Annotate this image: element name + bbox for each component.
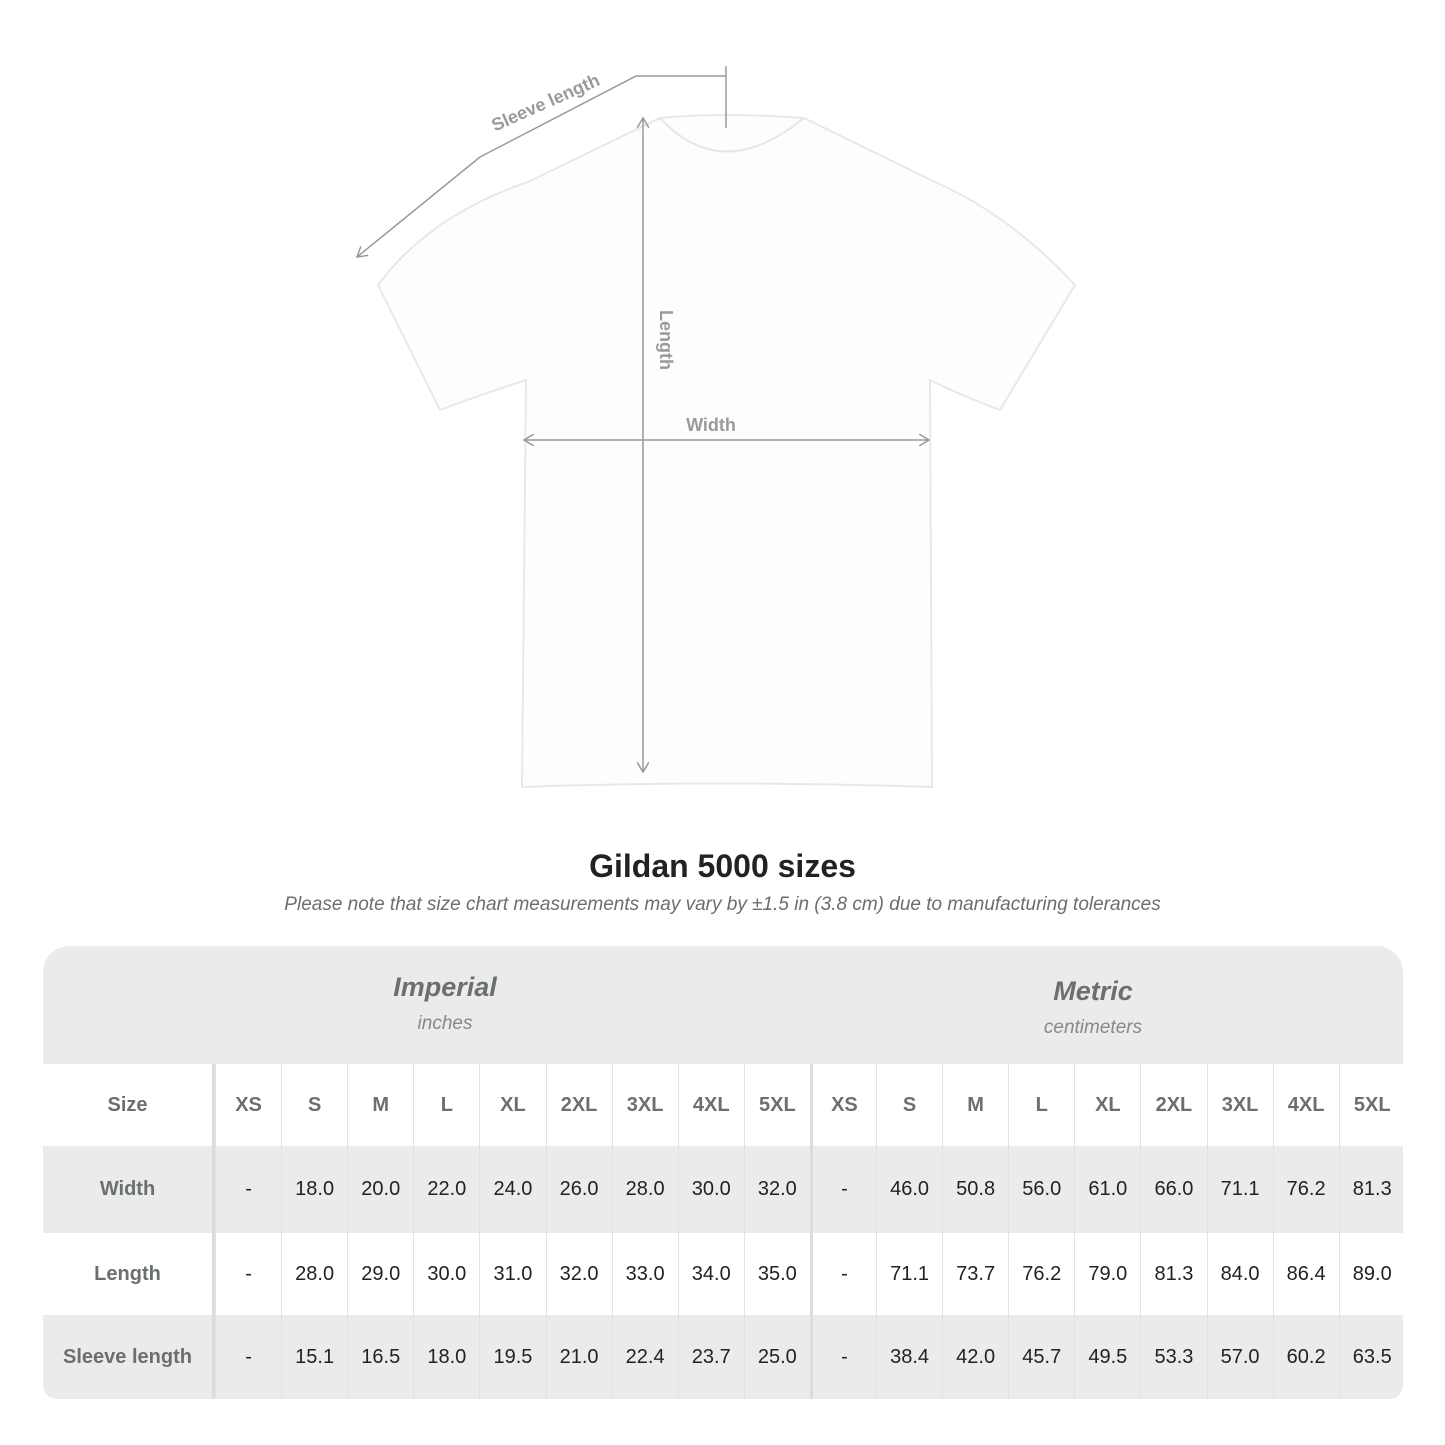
table-cell: 34.0 xyxy=(677,1233,744,1315)
table-cell: - xyxy=(215,1233,281,1315)
size-table: Imperial inches Metric centimeters Size X… xyxy=(43,946,1403,1399)
imperial-title: Imperial xyxy=(393,972,497,1002)
size-header-cell: XS xyxy=(215,1064,281,1146)
table-cell: 73.7 xyxy=(942,1233,1008,1315)
width-label: Width xyxy=(686,415,736,435)
row-label: Size xyxy=(43,1064,215,1146)
table-cell: 49.5 xyxy=(1074,1315,1140,1399)
sleeve-measure-line xyxy=(479,75,726,158)
table-cell: 50.8 xyxy=(942,1146,1008,1233)
table-cell: 30.0 xyxy=(677,1146,744,1233)
table-cell: 53.3 xyxy=(1140,1315,1206,1399)
page-title: Gildan 5000 sizes xyxy=(589,848,856,884)
table-row: Width -18.0 20.0 22.0 24.0 26.0 28.0 30.0 32.0-4… xyxy=(43,1146,1403,1233)
row-label: Length xyxy=(43,1233,215,1315)
tshirt-diagram: Sleeve length Length Width xyxy=(0,66,1077,789)
table-cell: 63.5 xyxy=(1338,1315,1405,1399)
size-header-cell: XL xyxy=(1074,1064,1140,1146)
table-cell: 71.1 xyxy=(1206,1146,1273,1233)
table-cell: 30.0 xyxy=(413,1233,479,1315)
imperial-header: Imperial inches xyxy=(245,972,645,1035)
table-cell: 32.0 xyxy=(545,1233,612,1315)
table-cell: 38.4 xyxy=(876,1315,942,1399)
table-cell: 81.3 xyxy=(1338,1146,1405,1233)
size-header-cell: XL xyxy=(479,1064,545,1146)
size-header-cell: 4XL xyxy=(1272,1064,1339,1146)
table-cell: 29.0 xyxy=(347,1233,413,1315)
table-cell: 66.0 xyxy=(1140,1146,1206,1233)
table-cell: 32.0 xyxy=(743,1146,810,1233)
table-cell: 22.0 xyxy=(413,1146,479,1233)
table-cell: 31.0 xyxy=(479,1233,545,1315)
table-cell: - xyxy=(809,1315,876,1399)
size-header-cell: 4XL xyxy=(677,1064,744,1146)
tshirt-shape xyxy=(376,114,1077,789)
sleeve-measure-arrow xyxy=(357,156,481,257)
size-header-cell: 5XL xyxy=(743,1064,810,1146)
unit-header-band xyxy=(43,946,1403,1064)
table-cell: 33.0 xyxy=(611,1233,678,1315)
collar xyxy=(659,117,805,153)
table-cell: 26.0 xyxy=(545,1146,612,1233)
table-cell: 18.0 xyxy=(413,1315,479,1399)
size-header-cell: M xyxy=(347,1064,413,1146)
table-cell: 35.0 xyxy=(743,1233,810,1315)
size-header-cell: L xyxy=(1008,1064,1074,1146)
table-row: Length -28.0 29.0 30.0 31.0 32.0 33.0 34.0 35.0-… xyxy=(43,1233,1403,1315)
table-cell: 86.4 xyxy=(1272,1233,1339,1315)
table-cell: - xyxy=(215,1315,281,1399)
size-header-cell: 3XL xyxy=(611,1064,678,1146)
table-cell: 42.0 xyxy=(942,1315,1008,1399)
table-cell: 24.0 xyxy=(479,1146,545,1233)
table-cell: 16.5 xyxy=(347,1315,413,1399)
table-cell: 61.0 xyxy=(1074,1146,1140,1233)
table-cell: 28.0 xyxy=(611,1146,678,1233)
size-header-cell: 2XL xyxy=(545,1064,612,1146)
table-cell: 46.0 xyxy=(876,1146,942,1233)
table-cell: 76.2 xyxy=(1272,1146,1339,1233)
table-cell: 60.2 xyxy=(1272,1315,1339,1399)
table-cell: 81.3 xyxy=(1140,1233,1206,1315)
size-header-cell: S xyxy=(281,1064,347,1146)
table-cell: 28.0 xyxy=(281,1233,347,1315)
table-cell: 22.4 xyxy=(611,1315,678,1399)
table-cell: 57.0 xyxy=(1206,1315,1273,1399)
size-header-row: Size XS S M L XL 2XL 3XL 4XL 5XL XS S M L XL 2XL 3XL 4XL 5… xyxy=(43,1064,1403,1146)
table-cell: 76.2 xyxy=(1008,1233,1074,1315)
table-cell: 84.0 xyxy=(1206,1233,1273,1315)
size-header-cell: 2XL xyxy=(1140,1064,1206,1146)
table-cell: 18.0 xyxy=(281,1146,347,1233)
row-label: Width xyxy=(43,1146,215,1233)
table-cell: - xyxy=(215,1146,281,1233)
size-header-cell: L xyxy=(413,1064,479,1146)
size-header-cell: XS xyxy=(809,1064,876,1146)
size-header-cell: 3XL xyxy=(1206,1064,1273,1146)
table-cell: 25.0 xyxy=(743,1315,810,1399)
table-cell: - xyxy=(809,1233,876,1315)
size-header-cell: S xyxy=(876,1064,942,1146)
table-cell: 21.0 xyxy=(545,1315,612,1399)
metric-header: Metric centimeters xyxy=(893,976,1293,1039)
table-cell: 15.1 xyxy=(281,1315,347,1399)
table-cell: 45.7 xyxy=(1008,1315,1074,1399)
table-cell: 20.0 xyxy=(347,1146,413,1233)
table-cell: - xyxy=(809,1146,876,1233)
size-header-cell: 5XL xyxy=(1338,1064,1405,1146)
tolerance-note: Please note that size chart measurements… xyxy=(284,894,1161,915)
table-cell: 19.5 xyxy=(479,1315,545,1399)
row-label: Sleeve length xyxy=(43,1315,215,1399)
metric-unit: centimeters xyxy=(1043,1017,1143,1038)
imperial-unit: inches xyxy=(417,1013,473,1034)
table-cell: 71.1 xyxy=(876,1233,942,1315)
table-cell: 89.0 xyxy=(1338,1233,1405,1315)
table-cell: 23.7 xyxy=(677,1315,744,1399)
metric-title: Metric xyxy=(1053,976,1133,1006)
size-header-cell: M xyxy=(942,1064,1008,1146)
table-cell: 79.0 xyxy=(1074,1233,1140,1315)
table-cell: 56.0 xyxy=(1008,1146,1074,1233)
table-row: Sleeve length -15.1 16.5 18.0 19.5 21.0 22.4 23… xyxy=(43,1315,1403,1399)
length-label: Length xyxy=(656,310,676,370)
